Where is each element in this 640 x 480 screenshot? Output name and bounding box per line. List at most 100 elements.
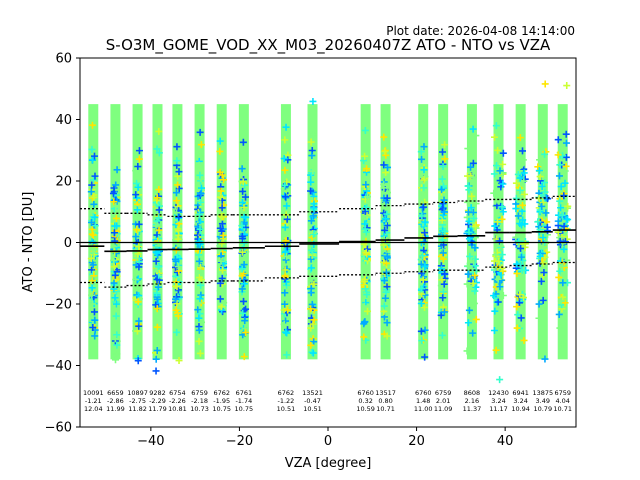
scatter-layer [87, 80, 572, 384]
scatter-point [557, 204, 565, 212]
scatter-point [309, 230, 317, 238]
scatter-point [536, 206, 544, 214]
scatter-point [558, 262, 566, 270]
scatter-point [195, 326, 203, 334]
scatter-point [361, 126, 369, 134]
scatter-point [283, 252, 291, 260]
scatter-point [465, 306, 473, 314]
scatter-point [153, 295, 161, 303]
scatter-point [556, 197, 564, 205]
y-tick-label: 20 [55, 175, 72, 190]
scatter-point [197, 175, 205, 183]
scatter-point [281, 166, 289, 174]
scatter-point [561, 167, 569, 175]
scatter-point [438, 216, 446, 224]
scatter-point [155, 263, 163, 271]
scatter-point [91, 316, 99, 324]
scatter-point [238, 285, 246, 293]
scatter-point [90, 200, 98, 208]
scatter-point [472, 315, 480, 323]
scatter-point [238, 199, 246, 207]
scatter-point [198, 318, 206, 326]
scatter-point [196, 128, 204, 136]
scatter-point [472, 223, 480, 231]
scatter-point [308, 246, 316, 254]
scatter-point [196, 295, 204, 303]
scatter-point [309, 167, 317, 175]
scatter-point [132, 167, 140, 175]
bin-count-label: 13875 [532, 389, 553, 397]
scatter-point [490, 189, 498, 197]
scatter-point [174, 181, 182, 189]
scatter-point [307, 274, 315, 282]
scatter-point [242, 193, 250, 201]
bin-std-label: 10.59 [356, 405, 375, 413]
scatter-point [465, 228, 473, 236]
scatter-point [154, 239, 162, 247]
x-axis: −40 −20 0 20 40 [137, 427, 513, 449]
scatter-point [217, 257, 225, 265]
scatter-point [310, 212, 318, 220]
bin-median-label: -2.29 [149, 397, 166, 405]
scatter-point [172, 306, 180, 314]
bin-count-label: 8608 [464, 389, 481, 397]
scatter-point [362, 299, 370, 307]
scatter-point [283, 351, 291, 359]
scatter-point [517, 314, 525, 322]
y-tick-label: −60 [45, 421, 72, 436]
scatter-point [307, 138, 315, 146]
scatter-point [135, 317, 143, 325]
scatter-point [470, 214, 478, 222]
scatter-point [562, 162, 570, 170]
scatter-point [520, 169, 528, 177]
scatter-point [513, 324, 521, 332]
scatter-point [242, 305, 250, 313]
scatter-point [471, 244, 479, 252]
scatter-point [499, 180, 507, 188]
scatter-point [281, 136, 289, 144]
scatter-point [514, 311, 522, 319]
scatter-point [360, 157, 368, 165]
scatter-point [196, 225, 204, 233]
scatter-point [361, 277, 369, 285]
scatter-point [564, 215, 572, 223]
scatter-point [439, 249, 447, 257]
scatter-point [384, 163, 392, 171]
scatter-point [362, 181, 370, 189]
scatter-point [536, 156, 544, 164]
scatter-point [516, 220, 524, 228]
scatter-point [472, 279, 480, 287]
scatter-point [91, 152, 99, 160]
scatter-point [89, 270, 97, 278]
scatter-point [155, 192, 163, 200]
scatter-point [554, 151, 562, 159]
bin-count-label: 6759 [554, 389, 571, 397]
scatter-point [513, 269, 521, 277]
scatter-point [216, 168, 224, 176]
scatter-point [239, 309, 247, 317]
scatter-point [518, 266, 526, 274]
scatter-point [218, 220, 226, 228]
bin-count-label: 13521 [302, 389, 323, 397]
y-axis: −60 −40 −20 0 20 40 60 [45, 52, 80, 436]
scatter-point [518, 207, 526, 215]
scatter-point [135, 155, 143, 163]
bin-std-label: 11.37 [463, 405, 482, 413]
scatter-point [513, 303, 521, 311]
scatter-point [383, 332, 391, 340]
scatter-point [282, 123, 290, 131]
scatter-point [307, 255, 315, 263]
scatter-point [417, 327, 425, 335]
scatter-point [220, 176, 228, 184]
bin-median-label: -1.22 [278, 397, 295, 405]
scatter-point [195, 337, 203, 345]
scatter-point [172, 189, 180, 197]
scatter-point [281, 181, 289, 189]
scatter-point [284, 156, 292, 164]
scatter-point [197, 269, 205, 277]
scatter-point [537, 277, 545, 285]
scatter-point [494, 275, 502, 283]
scatter-point [89, 300, 97, 308]
y-tick-label: 0 [64, 236, 72, 251]
